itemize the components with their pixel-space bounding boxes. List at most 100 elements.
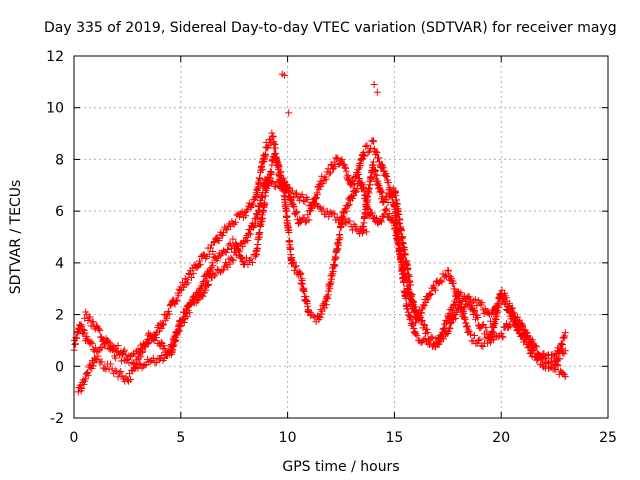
data-point bbox=[171, 300, 179, 308]
data-point bbox=[471, 296, 479, 304]
data-point bbox=[334, 245, 342, 253]
data-point bbox=[487, 310, 495, 318]
data-point bbox=[218, 267, 226, 275]
data-point bbox=[481, 305, 489, 313]
data-point bbox=[428, 334, 436, 342]
data-point bbox=[381, 171, 389, 179]
data-point bbox=[268, 179, 276, 187]
data-point bbox=[145, 358, 153, 366]
data-point bbox=[413, 332, 421, 340]
data-point bbox=[228, 256, 236, 264]
data-point bbox=[427, 291, 435, 299]
data-point bbox=[198, 284, 206, 292]
data-point bbox=[108, 346, 116, 354]
data-point bbox=[346, 217, 354, 225]
data-point bbox=[351, 222, 359, 230]
data-point bbox=[149, 354, 157, 362]
data-point bbox=[293, 209, 301, 217]
data-point bbox=[277, 168, 285, 176]
data-point bbox=[249, 223, 257, 231]
data-point bbox=[293, 189, 301, 197]
data-point bbox=[325, 170, 333, 178]
data-point bbox=[186, 271, 194, 279]
data-point bbox=[330, 210, 338, 218]
data-point bbox=[266, 138, 274, 146]
data-point bbox=[345, 201, 353, 209]
data-point bbox=[89, 362, 97, 370]
data-point bbox=[519, 322, 527, 330]
data-point bbox=[316, 313, 324, 321]
data-point bbox=[305, 216, 313, 224]
data-point bbox=[291, 190, 299, 198]
data-point bbox=[372, 148, 380, 156]
y-axis-label: SDTVAR / TECUs bbox=[8, 180, 24, 295]
data-point bbox=[386, 186, 394, 194]
data-point bbox=[476, 335, 484, 343]
data-point bbox=[484, 309, 492, 317]
data-point bbox=[138, 349, 146, 357]
data-point bbox=[268, 129, 276, 137]
data-point bbox=[222, 248, 230, 256]
data-point bbox=[98, 358, 106, 366]
data-point bbox=[298, 191, 306, 199]
data-point bbox=[458, 303, 466, 311]
data-point bbox=[397, 227, 405, 235]
data-point bbox=[83, 369, 91, 377]
data-point bbox=[383, 205, 391, 213]
chart-title: Day 335 of 2019, Sidereal Day-to-day VTE… bbox=[44, 20, 617, 36]
data-point bbox=[160, 320, 168, 328]
y-tick-label: 0 bbox=[55, 359, 64, 375]
data-point bbox=[290, 203, 298, 211]
data-point bbox=[292, 207, 300, 215]
data-point bbox=[410, 328, 418, 336]
data-point bbox=[493, 308, 501, 316]
data-point bbox=[159, 321, 167, 329]
data-point bbox=[292, 262, 300, 270]
data-point bbox=[210, 272, 218, 280]
data-point bbox=[146, 357, 154, 365]
data-point bbox=[418, 316, 426, 324]
data-point bbox=[473, 302, 481, 310]
data-point bbox=[81, 375, 89, 383]
data-point bbox=[244, 237, 252, 245]
data-point bbox=[393, 229, 401, 237]
data-point bbox=[317, 306, 325, 314]
data-point bbox=[384, 178, 392, 186]
data-point bbox=[372, 167, 380, 175]
data-point bbox=[232, 239, 240, 247]
data-point bbox=[363, 228, 371, 236]
data-point bbox=[531, 342, 539, 350]
data-point bbox=[121, 346, 129, 354]
data-point bbox=[474, 313, 482, 321]
data-point bbox=[313, 189, 321, 197]
data-point bbox=[483, 339, 491, 347]
data-point bbox=[285, 229, 293, 237]
data-point bbox=[255, 208, 263, 216]
data-point bbox=[330, 263, 338, 271]
data-point bbox=[378, 160, 386, 168]
data-point bbox=[280, 71, 288, 79]
data-point bbox=[256, 176, 264, 184]
data-point bbox=[342, 167, 350, 175]
data-point bbox=[407, 281, 415, 289]
data-point bbox=[466, 330, 474, 338]
data-point bbox=[114, 341, 122, 349]
data-point bbox=[237, 209, 245, 217]
data-point bbox=[298, 280, 306, 288]
data-point bbox=[561, 373, 569, 381]
data-point bbox=[411, 307, 419, 315]
data-point bbox=[291, 263, 299, 271]
data-point bbox=[254, 184, 262, 192]
data-point bbox=[279, 180, 287, 188]
data-point bbox=[506, 322, 514, 330]
data-point bbox=[367, 144, 375, 152]
data-point bbox=[420, 302, 428, 310]
data-point bbox=[378, 218, 386, 226]
data-point bbox=[151, 337, 159, 345]
data-point bbox=[244, 261, 252, 269]
data-point bbox=[420, 320, 428, 328]
data-point bbox=[339, 208, 347, 216]
data-point bbox=[447, 320, 455, 328]
data-point bbox=[479, 343, 487, 351]
data-point bbox=[549, 361, 557, 369]
